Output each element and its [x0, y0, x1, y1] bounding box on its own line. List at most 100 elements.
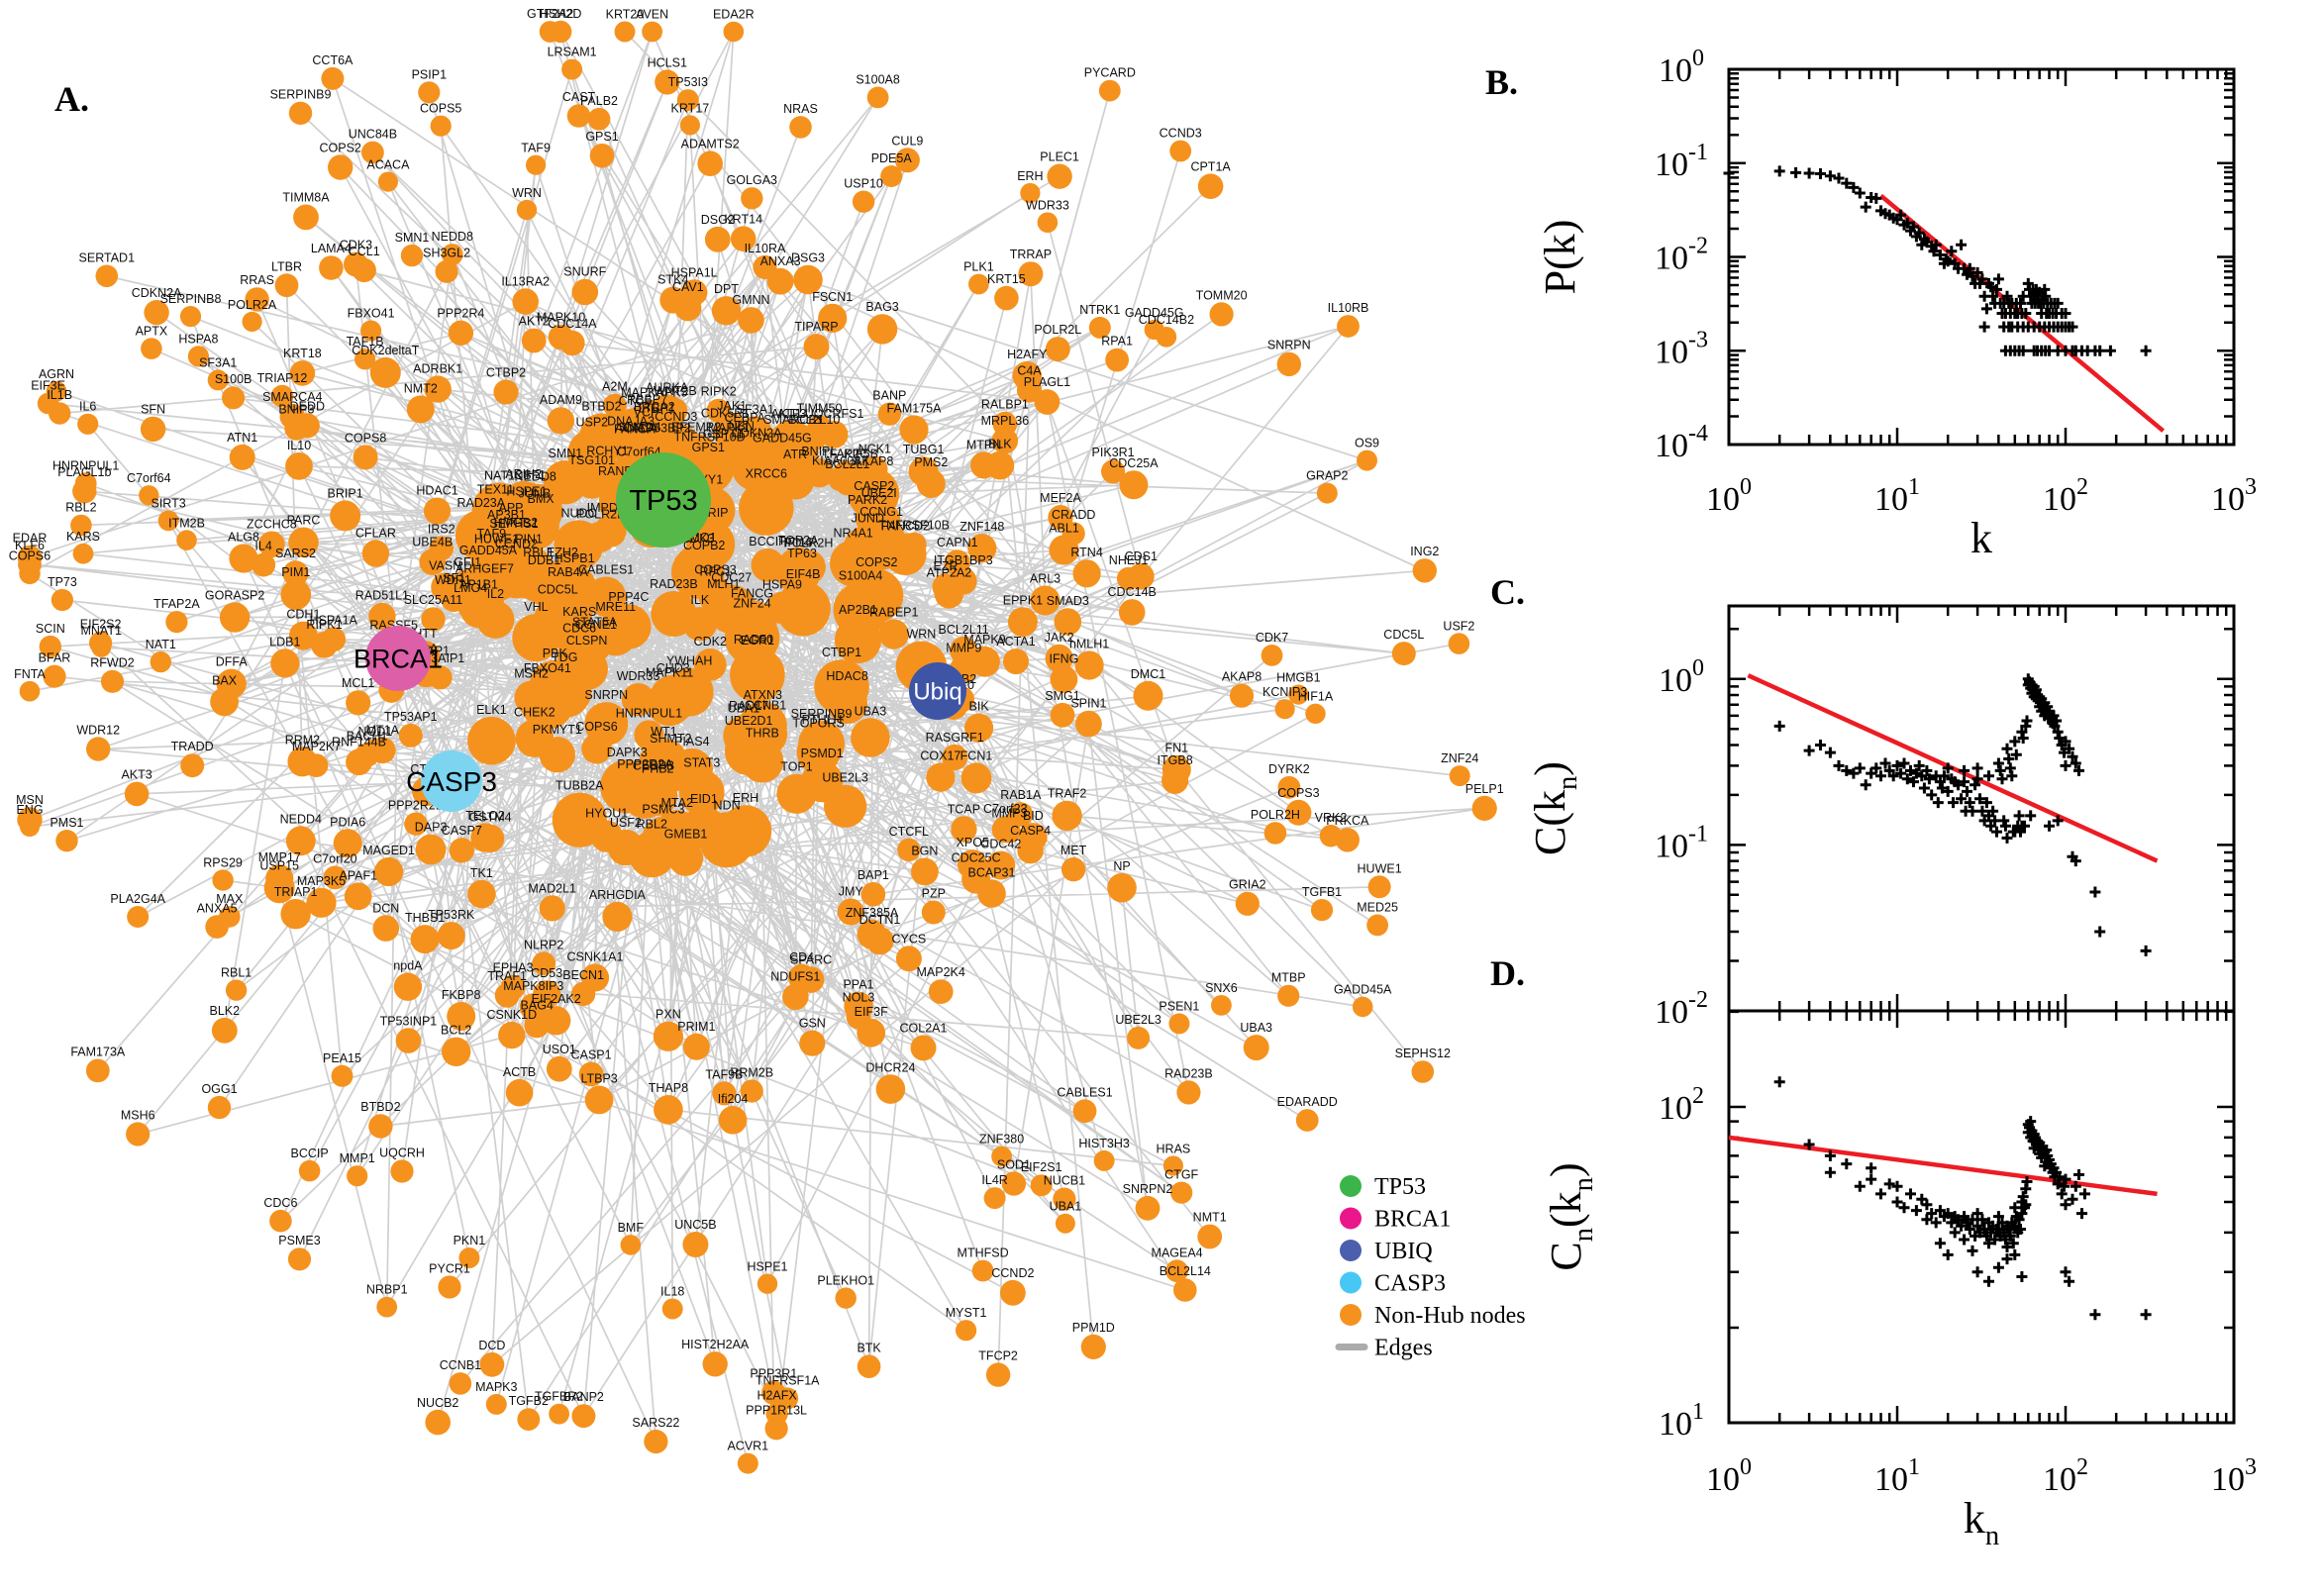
network-node-label: SFN — [141, 403, 165, 417]
hub-node — [421, 750, 482, 812]
network-node-label: BCL2L10 — [788, 413, 840, 427]
network-node-label: CTBP2 — [486, 365, 526, 379]
network-node-label: PKN1 — [454, 1234, 486, 1247]
network-node — [437, 922, 465, 950]
network-node-label: CDK2 — [694, 635, 727, 648]
legend-swatch-brca1 — [1340, 1207, 1362, 1230]
network-node-label: FAM175A — [887, 401, 943, 415]
network-node — [1049, 535, 1079, 565]
network-node-label: NMT2 — [404, 381, 438, 395]
network-node-label: TIMM50 — [797, 401, 843, 415]
legend-label-casp3: CASP3 — [1374, 1271, 1446, 1297]
network-node — [1045, 644, 1073, 673]
network-node-label: BAP1 — [858, 868, 889, 882]
network-node-label: CD4 — [789, 950, 814, 964]
network-node-label: BRIP1 — [328, 487, 363, 501]
network-node-label: CDC27 — [711, 571, 752, 585]
network-node — [994, 285, 1019, 311]
network-node-label: MAD2L1 — [528, 881, 576, 895]
network-node-label: JAK1 — [717, 399, 747, 413]
network-node-label: PARK2 — [848, 493, 887, 507]
network-node-label: CAST — [562, 90, 596, 104]
network-node — [584, 1085, 614, 1115]
network-node — [865, 926, 894, 955]
network-node-label: DCN — [372, 901, 399, 915]
network-node-label: MRE11 — [595, 600, 636, 614]
network-node — [711, 296, 742, 326]
network-node-label: GADD45G — [753, 431, 812, 445]
network-node-label: TOPORS — [792, 717, 845, 731]
network-node-label: DAP3 — [415, 821, 448, 835]
network-node-label: NEDD8 — [432, 230, 473, 244]
network-node — [549, 1403, 569, 1425]
network-node-label: NLRP2 — [524, 938, 563, 951]
network-node-label: GORASP2 — [205, 588, 264, 602]
network-node — [1391, 642, 1416, 666]
network-node-label: VCP — [634, 405, 659, 419]
network-node — [495, 515, 527, 546]
network-node-label: JUND — [852, 512, 884, 526]
network-node — [739, 480, 794, 536]
network-node — [730, 226, 757, 251]
network-node-label: ADAM9 — [540, 393, 582, 407]
network-node-label: ACACA — [366, 158, 410, 172]
chart-clustering-coefficient: 100 10-1 10-2 C(kn) — [1526, 604, 2236, 1031]
network-node — [311, 632, 338, 658]
network-node-label: DYRK2 — [1268, 762, 1310, 776]
network-node-labels: ZNF24 C7orf64 CDC6 S100A8 GPS1 SNRPN USF2 BCCIP… — [9, 7, 1504, 1453]
legend-label-tp53: TP53 — [1374, 1174, 1426, 1200]
network-node — [844, 991, 873, 1021]
network-node — [270, 384, 294, 408]
network-node — [1261, 645, 1283, 666]
network-node-label: EIF2S1 — [1021, 1160, 1062, 1174]
network-node-label: COL2A1 — [900, 1021, 948, 1035]
network-node — [653, 1021, 684, 1051]
network-node-label: NOD1 — [358, 725, 393, 739]
network-node-label: DNAJA3 — [607, 414, 655, 428]
network-node-label: C7orf23 — [983, 802, 1028, 816]
network-node-label: UBA1 — [728, 702, 760, 716]
legend-swatch-ubiq — [1340, 1240, 1362, 1261]
network-node — [258, 531, 285, 558]
network-node — [176, 530, 197, 550]
network-node-label: KCNIP3 — [1262, 685, 1307, 699]
network-node-label: EIF4B — [786, 567, 821, 581]
network-node-label: ZNF24 — [1441, 751, 1478, 765]
network-node — [967, 534, 997, 563]
network-node — [860, 882, 886, 907]
network-node-label: CEBPA — [724, 411, 765, 425]
network-node-label: VRK2 — [1315, 811, 1348, 825]
network-node-label: COPS5 — [420, 102, 461, 116]
network-node-label: GPS1 — [585, 130, 618, 144]
network-node-label: CDKN2A — [132, 286, 182, 300]
network-node-label: TEX11 — [477, 483, 514, 497]
network-node — [566, 104, 591, 128]
network-node — [505, 1078, 534, 1107]
network-node-label: SERPINB9 — [791, 707, 853, 721]
network-node-label: RBL2 — [65, 501, 96, 515]
network-node-label: EDARADD — [1277, 1095, 1338, 1109]
network-node — [968, 273, 989, 295]
network-node — [95, 264, 119, 288]
network-node — [1235, 891, 1260, 916]
network-node-label: CDH1 — [286, 608, 320, 622]
network-node — [580, 963, 610, 992]
tick-label: 100 — [1706, 474, 1752, 518]
network-node — [369, 356, 401, 388]
network-node — [139, 485, 159, 506]
network-node-label: FANCD2 — [881, 520, 930, 534]
network-node-label: GSTM4 — [469, 811, 512, 825]
network-node — [674, 294, 702, 322]
network-node-label: CFLAR — [355, 526, 396, 540]
network-node-label: FCN1 — [960, 749, 993, 763]
network-node-label: ZNF24 — [733, 597, 770, 611]
network-node-label: CDS1 — [1125, 549, 1158, 563]
network-node — [602, 901, 633, 933]
network-node-label: BNIP3 — [278, 403, 314, 417]
network-node — [857, 1354, 881, 1378]
network-node-label: COPS6 — [9, 549, 50, 563]
network-node — [211, 1017, 238, 1044]
network-node-label: BAG3 — [865, 300, 898, 314]
network-node-label: COX17 — [920, 748, 960, 762]
network-node — [614, 21, 636, 43]
